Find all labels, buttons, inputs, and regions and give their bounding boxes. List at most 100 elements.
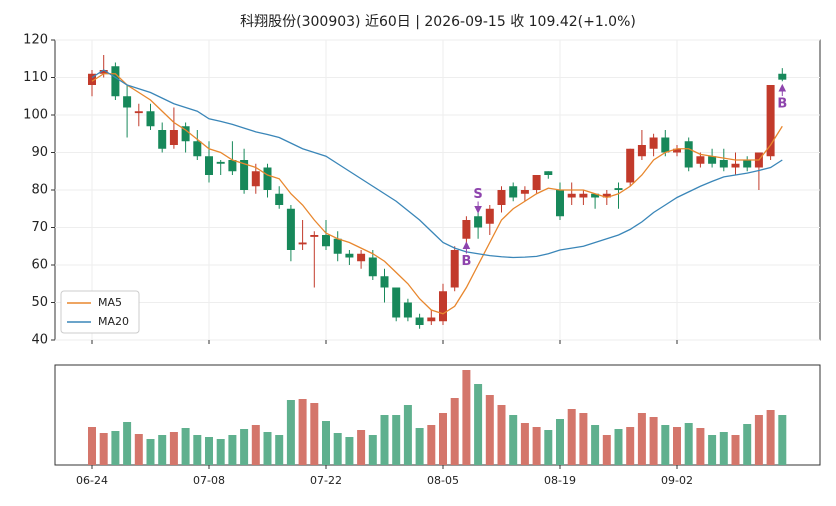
x-tick-label: 08-19: [544, 474, 576, 487]
y-tick-label: 50: [31, 295, 48, 310]
volume-bar: [719, 432, 728, 465]
volume-bar: [766, 410, 775, 465]
candle-body: [286, 208, 295, 250]
candle-body: [708, 156, 717, 164]
volume-bar: [146, 439, 155, 465]
candle-body: [743, 160, 752, 168]
volume-bar: [497, 405, 506, 465]
chart-title: 科翔股份(300903) 近60日 | 2026-09-15 收 109.42(…: [240, 14, 636, 30]
volume-bar: [591, 425, 600, 465]
volume-bar: [193, 435, 202, 465]
candle-body: [345, 253, 354, 258]
volume-bar: [403, 405, 412, 465]
volume-bar: [520, 423, 529, 465]
volume-frame: [54, 364, 821, 466]
buy-label: B: [461, 254, 471, 269]
y-tick-label: 110: [23, 70, 48, 85]
volume-bar: [556, 419, 564, 465]
candle-body: [251, 171, 260, 187]
volume-bar: [415, 428, 424, 465]
candle-body: [602, 193, 611, 198]
volume-bar: [228, 435, 237, 465]
legend-label: MA20: [98, 315, 129, 328]
y-tick-label: 40: [31, 333, 48, 348]
candle-body: [123, 96, 132, 108]
volume-bar: [509, 415, 518, 465]
volume-bar: [567, 409, 576, 465]
y-tick-label: 80: [31, 183, 48, 198]
candle-body: [661, 137, 670, 153]
candle-body: [462, 220, 471, 239]
volume-bar: [111, 431, 120, 465]
candle-body: [532, 175, 541, 190]
volume-bar: [333, 433, 342, 465]
volume-bar: [263, 432, 272, 465]
volume-bar: [357, 430, 366, 465]
volume-bar: [684, 423, 693, 465]
y-tick-label: 90: [31, 145, 48, 160]
candle-body: [696, 156, 705, 164]
candle-body: [719, 160, 728, 168]
candle-body: [450, 250, 459, 288]
volume-bar: [462, 370, 471, 465]
x-tick-label: 07-08: [193, 474, 225, 487]
x-tick-label: 09-02: [661, 474, 693, 487]
x-tick-label: 06-24: [76, 474, 108, 487]
candle-body: [322, 235, 330, 247]
candle-body: [275, 193, 284, 205]
candle-body: [579, 193, 588, 198]
volume-bar: [743, 424, 752, 465]
candle-body: [427, 317, 436, 322]
y-tick-label: 120: [23, 33, 48, 48]
legend-label: MA5: [98, 296, 122, 309]
candle-body: [169, 130, 178, 145]
candle-body: [684, 141, 693, 168]
ma-line: [91, 73, 783, 315]
candle-body: [240, 160, 249, 190]
volume-bar: [673, 427, 681, 465]
volume-bar: [754, 415, 763, 465]
candle-body: [439, 291, 447, 322]
candle-body: [368, 257, 377, 277]
candle-body: [778, 73, 787, 80]
candle-body: [158, 130, 167, 149]
volume-bar: [696, 428, 705, 465]
candle-body: [216, 161, 225, 164]
candle-body: [193, 141, 202, 157]
candle-body: [591, 193, 600, 198]
candle-body: [766, 85, 775, 157]
x-tick-label: 07-22: [310, 474, 342, 487]
candle-body: [298, 242, 307, 245]
volume-bar: [88, 427, 96, 465]
candle-body: [520, 190, 529, 194]
candle-body: [99, 70, 108, 74]
volume-bar: [731, 435, 740, 465]
volume-bar: [661, 425, 670, 465]
volume-bar: [626, 427, 635, 465]
candle-body: [626, 148, 635, 183]
volume-bar: [474, 384, 483, 465]
buy-label: B: [777, 97, 787, 112]
volume-bar: [380, 415, 389, 465]
volume-bar: [123, 422, 132, 465]
y-tick-label: 70: [31, 220, 48, 235]
candle-body: [614, 188, 623, 190]
candle-body: [88, 73, 96, 85]
volume-bar: [298, 399, 307, 465]
volume-bar: [649, 417, 658, 465]
volume-bar: [286, 400, 295, 465]
volume-bar: [579, 413, 588, 465]
candle-body: [181, 126, 190, 142]
x-tick-label: 08-05: [427, 474, 459, 487]
candle-body: [673, 148, 681, 153]
volume-bar: [544, 430, 553, 465]
volume-bar: [240, 429, 249, 465]
candle-body: [544, 171, 553, 175]
candle-body: [392, 287, 401, 318]
candle-body: [649, 137, 658, 149]
volume-bar: [345, 437, 354, 465]
buy-arrow: [778, 83, 787, 96]
volume-bar: [427, 425, 436, 465]
volume-bar: [439, 413, 447, 465]
